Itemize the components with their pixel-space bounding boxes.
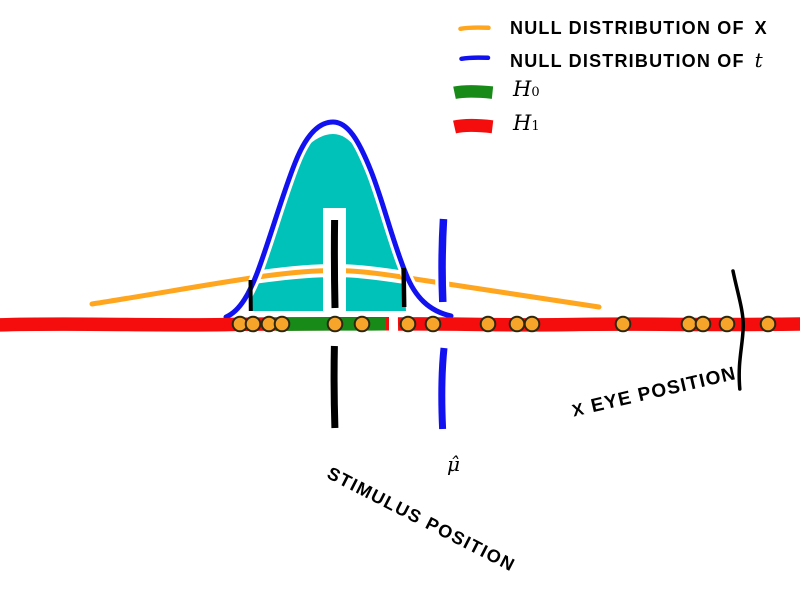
legend-item-null-distribution-t: NULL DISTRIBUTION OF t [510, 48, 763, 72]
mu-hat-line-upper [438, 218, 448, 303]
legend-swatch-h1-band [453, 118, 494, 134]
legend-symbol-h0: H [513, 77, 532, 101]
eye-position-dot [479, 315, 497, 333]
legend-swatch-h0-band [453, 85, 494, 99]
legend-symbol-xbar: X [754, 18, 768, 38]
eye-position-dot [424, 315, 442, 333]
stimulus-line-lower [330, 345, 339, 429]
fill-right-edge-tick [401, 267, 407, 308]
eye-position-dot [399, 315, 417, 333]
eye-position-dot [273, 315, 291, 333]
eye-position-leader-line [731, 269, 745, 391]
eye-position-dot [680, 315, 698, 333]
eye-position-dot [244, 315, 262, 333]
mu-hat-line-lower [438, 347, 448, 430]
eye-position-dot [326, 315, 344, 333]
legend-item-null-distribution-x: NULL DISTRIBUTION OF X [510, 18, 768, 39]
stimulus-line-upper [330, 219, 339, 309]
eye-position-dot [523, 315, 541, 333]
eye-position-dots [231, 315, 777, 333]
legend-swatch-t-line [459, 55, 491, 62]
mu-hat-label: μ̂ [447, 452, 460, 476]
legend-label-t: NULL DISTRIBUTION OF [510, 51, 745, 71]
legend-swatch-xbar-line [458, 25, 491, 32]
h1-band-right [397, 317, 800, 332]
eye-position-dot [718, 315, 736, 333]
legend-subscript-h0: 0 [531, 85, 540, 100]
legend-symbol-t: t [754, 48, 763, 72]
legend-label-xbar: NULL DISTRIBUTION OF [510, 18, 745, 38]
t-distribution-outline [223, 119, 454, 320]
legend-symbol-h1: H [513, 111, 532, 135]
eye-position-dot [694, 315, 712, 333]
legend-subscript-h1: 1 [531, 119, 540, 134]
eye-position-dot [508, 315, 526, 333]
eye-position-dot [353, 315, 371, 333]
eye-position-dot [759, 315, 777, 333]
eye-position-dot [614, 315, 632, 333]
